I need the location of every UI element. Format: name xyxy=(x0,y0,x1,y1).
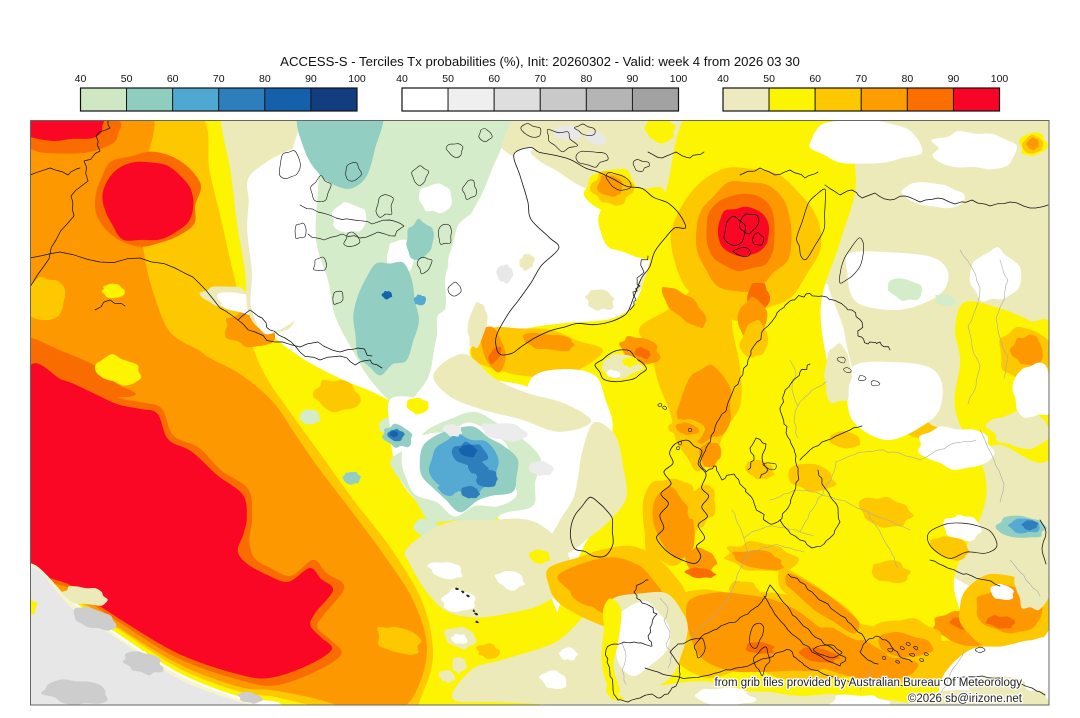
svg-text:40: 40 xyxy=(717,73,729,85)
svg-text:70: 70 xyxy=(534,73,546,85)
svg-text:90: 90 xyxy=(305,73,317,85)
svg-text:80: 80 xyxy=(259,73,271,85)
svg-text:80: 80 xyxy=(901,73,913,85)
svg-text:100: 100 xyxy=(348,73,366,85)
svg-text:80: 80 xyxy=(580,73,592,85)
svg-text:50: 50 xyxy=(442,73,454,85)
svg-text:40: 40 xyxy=(75,73,87,85)
svg-text:60: 60 xyxy=(809,73,821,85)
svg-text:©2026 sb@irizone.net: ©2026 sb@irizone.net xyxy=(908,693,1023,705)
svg-text:50: 50 xyxy=(763,73,775,85)
svg-text:60: 60 xyxy=(167,73,179,85)
svg-text:90: 90 xyxy=(948,73,960,85)
svg-text:70: 70 xyxy=(213,73,225,85)
svg-text:50: 50 xyxy=(121,73,133,85)
svg-text:40: 40 xyxy=(396,73,408,85)
svg-text:ACCESS-S - Terciles Tx probabi: ACCESS-S - Terciles Tx probabilities (%)… xyxy=(280,54,800,69)
svg-text:90: 90 xyxy=(627,73,639,85)
svg-text:70: 70 xyxy=(855,73,867,85)
svg-text:100: 100 xyxy=(670,73,688,85)
svg-text:100: 100 xyxy=(991,73,1009,85)
svg-text:60: 60 xyxy=(488,73,500,85)
svg-text:from grib files provided by Au: from grib files provided by Australian B… xyxy=(715,677,1023,689)
